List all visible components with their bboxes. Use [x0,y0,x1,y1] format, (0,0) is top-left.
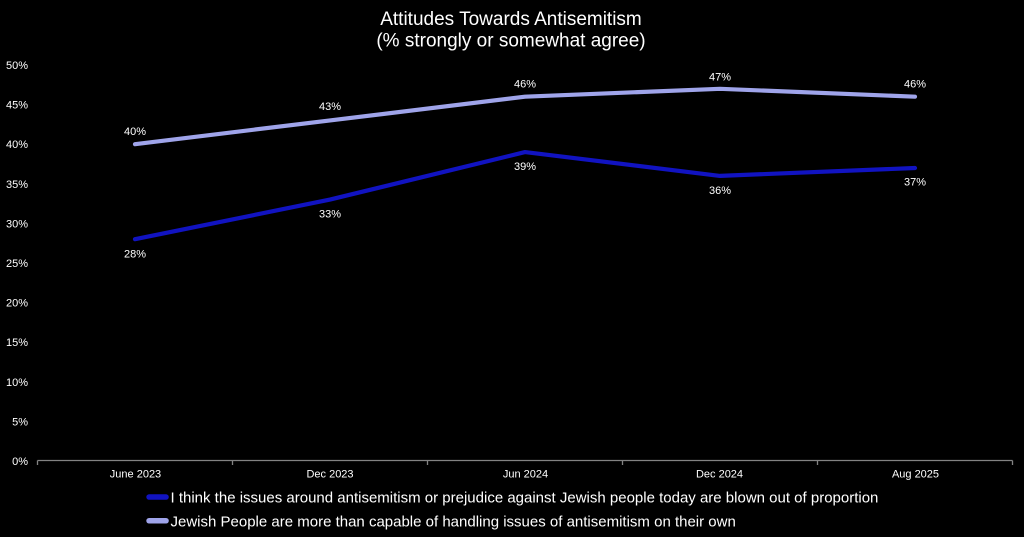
svg-text:43%: 43% [319,101,341,113]
svg-text:Aug 2025: Aug 2025 [892,469,939,481]
svg-text:5%: 5% [12,416,28,428]
svg-text:0%: 0% [12,456,28,468]
svg-text:40%: 40% [6,139,28,151]
svg-text:Jun 2024: Jun 2024 [503,469,548,481]
svg-text:35%: 35% [6,179,28,191]
svg-text:46%: 46% [514,78,536,90]
svg-text:36%: 36% [709,185,731,197]
svg-text:Jewish People are more than ca: Jewish People are more than capable of h… [171,513,736,530]
svg-text:39%: 39% [514,161,536,173]
svg-text:33%: 33% [319,208,341,220]
svg-text:I think the issues around anti: I think the issues around antisemitism o… [171,490,879,507]
svg-text:37%: 37% [904,177,926,189]
svg-text:June 2023: June 2023 [110,469,161,481]
svg-text:Attitudes Towards Antisemitism: Attitudes Towards Antisemitism [380,9,642,30]
svg-text:30%: 30% [6,218,28,230]
svg-text:28%: 28% [124,248,146,260]
svg-text:15%: 15% [6,337,28,349]
svg-text:45%: 45% [6,100,28,112]
svg-text:10%: 10% [6,377,28,389]
svg-text:20%: 20% [6,298,28,310]
svg-text:46%: 46% [904,78,926,90]
svg-text:47%: 47% [709,72,731,84]
svg-text:(% strongly or somewhat agree): (% strongly or somewhat agree) [376,30,645,51]
svg-text:Dec 2023: Dec 2023 [306,469,353,481]
svg-text:Dec 2024: Dec 2024 [696,469,743,481]
svg-text:40%: 40% [124,126,146,138]
svg-text:50%: 50% [6,60,28,72]
svg-text:25%: 25% [6,258,28,270]
